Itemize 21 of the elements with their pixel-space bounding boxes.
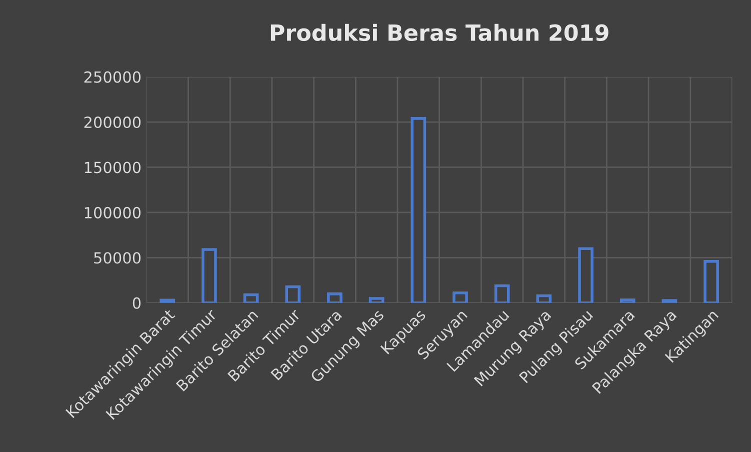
y-tick-label: 0 bbox=[132, 297, 141, 309]
bar bbox=[327, 292, 342, 303]
bar bbox=[452, 292, 468, 303]
bar bbox=[202, 248, 217, 303]
bar bbox=[662, 299, 678, 303]
bar bbox=[578, 247, 594, 303]
y-tick-label: 200000 bbox=[84, 116, 141, 128]
y-tick-label: 250000 bbox=[84, 71, 141, 83]
bar bbox=[704, 260, 719, 303]
bar bbox=[494, 284, 510, 303]
chart-title: Produksi Beras Tahun 2019 bbox=[270, 24, 608, 42]
y-tick-label: 150000 bbox=[84, 162, 141, 174]
y-tick-label: 100000 bbox=[84, 206, 141, 218]
bar bbox=[536, 294, 552, 303]
bar bbox=[285, 285, 301, 303]
y-tick-label: 50000 bbox=[94, 252, 141, 264]
bar bbox=[243, 293, 259, 303]
bar bbox=[410, 117, 426, 303]
bar bbox=[160, 298, 176, 303]
bar bbox=[368, 297, 384, 303]
bar bbox=[620, 298, 636, 303]
